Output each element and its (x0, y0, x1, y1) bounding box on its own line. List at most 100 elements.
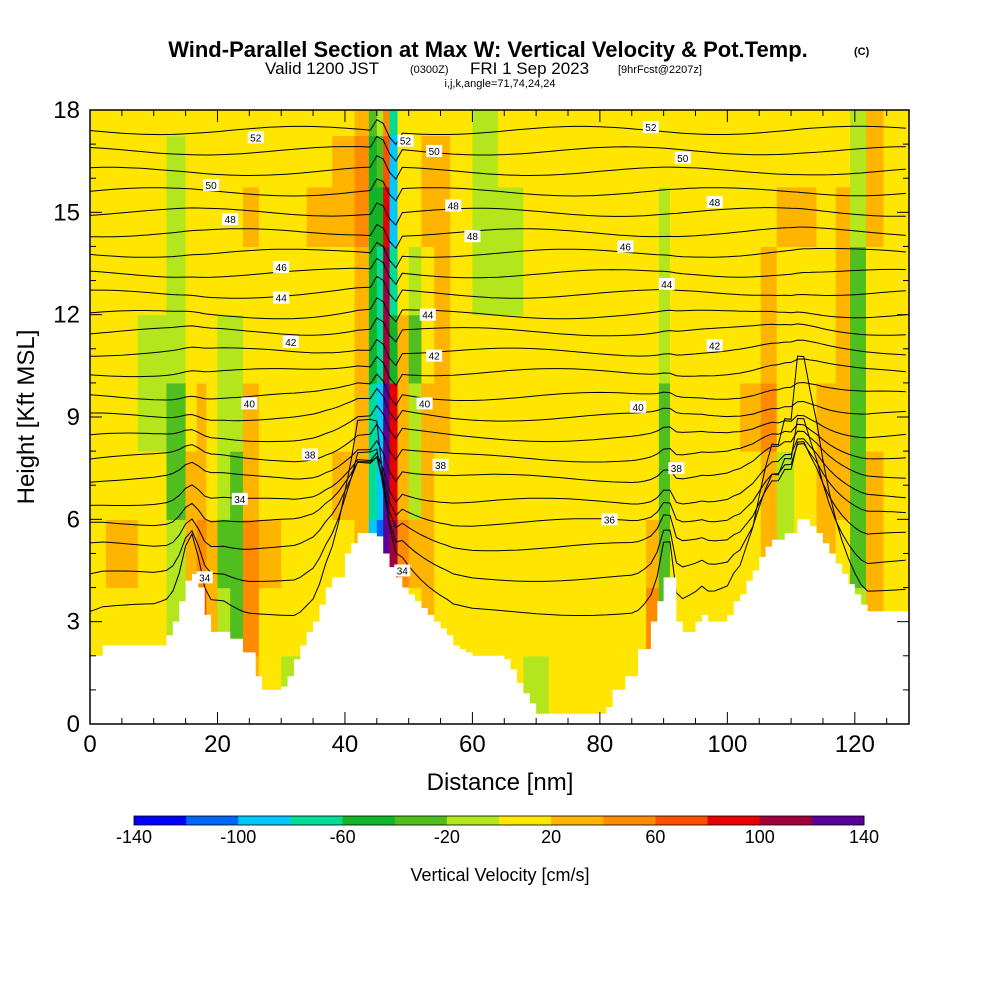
w-cell (646, 314, 660, 384)
contour-label-box (416, 397, 433, 410)
colorbar-tick-label: -100 (220, 827, 256, 847)
w-cell (497, 519, 525, 589)
w-cell (383, 451, 391, 520)
w-cell (306, 135, 333, 188)
theta-contour (90, 430, 906, 484)
w-cell (206, 186, 219, 248)
w-cell (421, 135, 435, 188)
w-cell (574, 655, 601, 724)
contour-label: 44 (273, 291, 290, 305)
w-cell (497, 382, 525, 452)
w-cell (740, 382, 762, 452)
plot-area: 52 50 48 46 44 42 40 38 34 34 52 50 48 48 44 42 40 38 34 52… (90, 110, 909, 724)
w-cell (421, 382, 435, 452)
w-cell (397, 519, 410, 589)
contour-label-box (426, 144, 443, 157)
w-cell (625, 519, 647, 589)
w-cell (850, 382, 867, 452)
w-cell (206, 587, 219, 657)
w-cell (408, 382, 423, 452)
contour-label-text: 36 (604, 515, 616, 526)
contour-label: 42 (282, 335, 299, 349)
w-cell (258, 587, 282, 657)
w-cell (760, 246, 778, 316)
w-cell (421, 246, 435, 316)
contour-label: 52 (642, 121, 659, 134)
w-cell (206, 451, 219, 520)
contour-label: 40 (416, 397, 433, 410)
w-cell (332, 186, 356, 248)
y-tick-label: 9 (67, 404, 80, 431)
w-cell (740, 314, 762, 384)
w-cell (242, 246, 260, 316)
colorbar-tick-label: 20 (541, 827, 561, 847)
x-tick-label: 20 (204, 731, 231, 758)
w-cell (397, 186, 410, 248)
w-cell (368, 451, 378, 520)
w-cell (689, 186, 716, 248)
w-cell (776, 110, 795, 137)
w-cell (242, 587, 260, 657)
x-tick-label: 80 (587, 731, 614, 758)
contour-label-box (445, 199, 462, 212)
w-cell (281, 246, 308, 316)
w-cell (850, 110, 867, 137)
contour-label-text: 52 (250, 133, 262, 144)
w-cell (185, 519, 198, 589)
w-cell (408, 519, 423, 589)
w-cell (714, 135, 741, 188)
colorbar-segment (134, 816, 187, 825)
w-cell (472, 519, 499, 589)
w-cell (332, 110, 356, 137)
w-cell (901, 135, 909, 188)
w-cell (383, 110, 391, 137)
chart-title: Wind-Parallel Section at Max W: Vertical… (168, 37, 808, 62)
contour-label: 52 (397, 134, 414, 148)
contour-label: 38 (301, 448, 318, 462)
w-cell (658, 110, 671, 137)
w-cell (206, 314, 219, 384)
w-cell (258, 186, 282, 248)
w-cell (574, 451, 601, 520)
w-cell (714, 519, 741, 589)
theta-contour (90, 178, 906, 202)
w-cell (901, 186, 909, 248)
w-cell (105, 135, 139, 188)
w-cell (816, 186, 837, 248)
w-cell (258, 246, 282, 316)
contour-label-box (301, 448, 318, 461)
w-cell (306, 246, 333, 316)
w-cell (368, 382, 378, 452)
w-cell (658, 314, 671, 384)
contour-label-box (706, 339, 723, 352)
w-cell (354, 314, 370, 384)
contour-label-text: 48 (225, 215, 237, 226)
w-cell (548, 110, 575, 137)
w-cell (850, 135, 867, 188)
contour-label-box (706, 196, 723, 209)
w-cell (472, 382, 499, 452)
w-cell (166, 314, 187, 384)
w-cell (816, 110, 837, 137)
valid-prefix: Valid 1200 JST (265, 59, 379, 78)
contour-label: 40 (630, 400, 647, 414)
w-cell (658, 451, 671, 520)
contour-label-box (426, 349, 443, 362)
w-cell (646, 451, 660, 520)
w-cell (281, 519, 308, 589)
w-cell (434, 186, 451, 248)
contour-label-box (394, 564, 411, 577)
w-cell (383, 246, 391, 316)
contour-label: 34 (231, 492, 248, 506)
w-cell (548, 186, 575, 248)
w-cell (794, 451, 818, 520)
w-cell (574, 519, 601, 589)
w-cell (368, 186, 378, 248)
contour-label-box (282, 335, 299, 348)
colorbar-segment (707, 816, 761, 825)
w-cell (376, 135, 384, 188)
w-cell (776, 135, 795, 188)
colorbar-tick-label: 100 (745, 827, 775, 847)
contour-label-box (273, 291, 290, 304)
